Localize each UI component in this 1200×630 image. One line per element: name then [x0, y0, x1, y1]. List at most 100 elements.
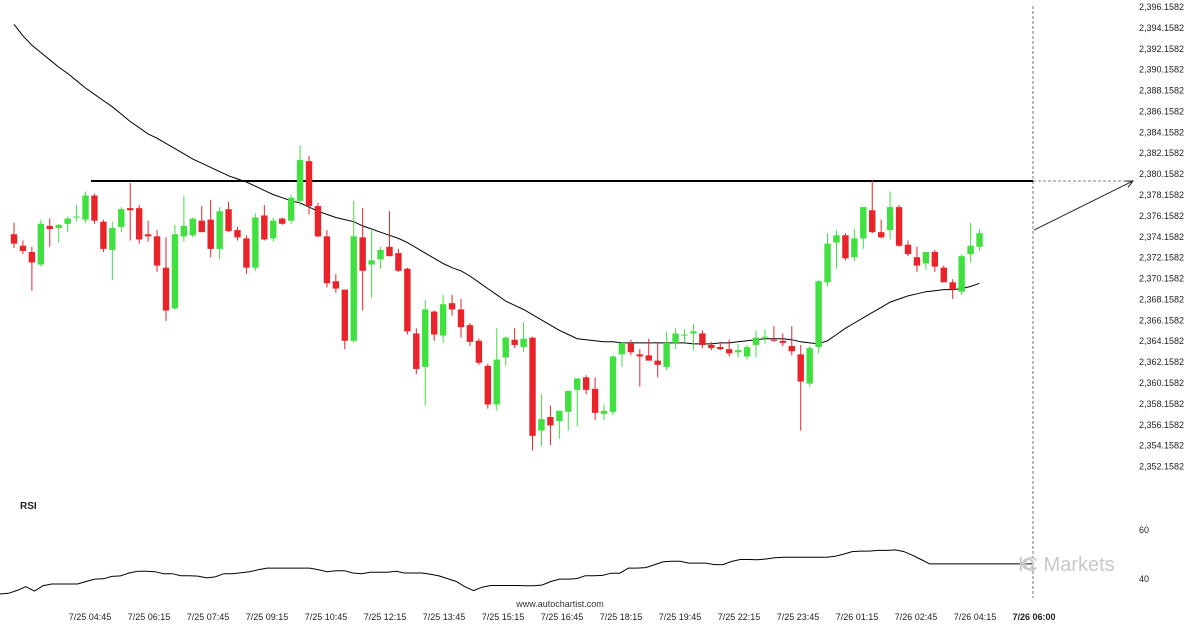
bear-candle	[404, 267, 411, 335]
bear-candle	[547, 405, 554, 446]
candle-body	[627, 342, 635, 353]
candle-body	[171, 234, 179, 309]
brand-logo: IC Markets	[1018, 554, 1115, 576]
bear-candle	[779, 333, 787, 347]
candle-body	[323, 236, 331, 284]
bear-candle	[699, 330, 706, 349]
bear-candle	[895, 205, 903, 247]
bear-candle	[395, 248, 402, 272]
price-tick-label: 2,390.1582	[1139, 65, 1184, 75]
bull-candle	[690, 324, 697, 351]
bull-candle	[109, 221, 116, 281]
time-tick-label: 7/26 02:45	[895, 612, 938, 622]
candle-body	[457, 309, 465, 328]
bull-candle	[824, 233, 831, 287]
bull-candle	[350, 200, 357, 343]
bear-candle	[591, 377, 599, 421]
bear-candle	[770, 326, 778, 342]
candle-body	[743, 347, 751, 357]
candle-body	[609, 356, 617, 412]
price-tick-label: 2,358.1582	[1139, 399, 1184, 409]
price-tick-label: 2,364.1582	[1139, 336, 1184, 346]
candle-body	[886, 207, 894, 231]
candle-body	[37, 223, 45, 265]
candle-body	[109, 227, 116, 250]
bull-candle	[663, 331, 670, 371]
candle-body	[368, 260, 375, 265]
brand-logo-text: IC Markets	[1018, 554, 1115, 576]
bear-candle	[153, 230, 161, 272]
bear-candle	[332, 273, 340, 293]
bear-candle	[869, 179, 876, 234]
candle-body	[949, 282, 956, 290]
candle-body	[55, 224, 62, 228]
candle-body	[475, 340, 483, 363]
candle-body	[520, 338, 527, 348]
bear-candle	[225, 201, 232, 233]
candle-body	[511, 339, 518, 345]
bear-candle	[261, 205, 268, 241]
bear-candle	[627, 339, 635, 356]
candle-body	[493, 359, 500, 405]
candle-body	[225, 209, 232, 232]
candle-body	[547, 417, 554, 426]
candle-body	[922, 252, 930, 264]
candle-body	[180, 225, 188, 237]
candle-body	[690, 331, 697, 334]
time-tick-label: 7/25 13:45	[423, 612, 466, 622]
candle-body	[913, 257, 921, 266]
bear-candle	[949, 279, 956, 300]
bear-candle	[91, 193, 98, 224]
candle-body	[797, 354, 804, 382]
bear-candle	[135, 205, 143, 244]
bear-candle	[484, 363, 492, 409]
candle-body	[538, 419, 545, 431]
candle-body	[726, 349, 733, 354]
bear-candle	[940, 265, 947, 283]
candle-body	[404, 268, 411, 332]
candle-body	[144, 234, 152, 237]
candle-body	[663, 342, 670, 367]
bull-candle	[886, 191, 894, 240]
candle-body	[779, 340, 787, 343]
candle-body	[10, 234, 18, 244]
candle-body	[895, 207, 903, 246]
price-tick-label: 2,370.1582	[1139, 274, 1184, 284]
bear-candle	[466, 323, 474, 347]
time-tick-label: 7/25 09:15	[246, 612, 289, 622]
bull-candle	[270, 217, 277, 242]
candle-body	[591, 388, 599, 413]
candle-body	[556, 410, 563, 422]
bear-candle	[430, 310, 438, 341]
candle-body	[699, 333, 706, 345]
candle-body	[860, 207, 867, 239]
bear-candle	[19, 240, 27, 255]
bull-candle	[73, 205, 80, 222]
candle-body	[350, 236, 357, 341]
candle-body	[270, 220, 277, 239]
candle-body	[842, 235, 849, 259]
time-tick-label: 7/25 22:15	[718, 612, 761, 622]
bull-candle	[422, 300, 429, 406]
bull-candle	[439, 294, 447, 343]
forecast-arrow	[1033, 180, 1135, 231]
candle-body	[82, 195, 89, 220]
bull-candle	[806, 346, 813, 387]
candle-body	[502, 337, 509, 358]
bear-candle	[708, 341, 715, 351]
rsi-tick-label: 40	[1139, 574, 1149, 584]
bull-candle	[815, 280, 822, 354]
bull-candle	[55, 223, 62, 243]
bear-candle	[341, 289, 348, 350]
price-tick-label: 2,374.1582	[1139, 232, 1184, 242]
bear-candle	[475, 338, 483, 365]
bull-candle	[958, 254, 965, 295]
candle-body	[788, 346, 795, 352]
bull-candle	[180, 195, 188, 242]
bear-candle	[314, 202, 322, 238]
candle-body	[877, 232, 885, 238]
bull-candle	[565, 390, 572, 431]
candle-body	[332, 281, 340, 289]
bull-candle	[743, 344, 751, 360]
price-tick-label: 2,360.1582	[1139, 378, 1184, 388]
